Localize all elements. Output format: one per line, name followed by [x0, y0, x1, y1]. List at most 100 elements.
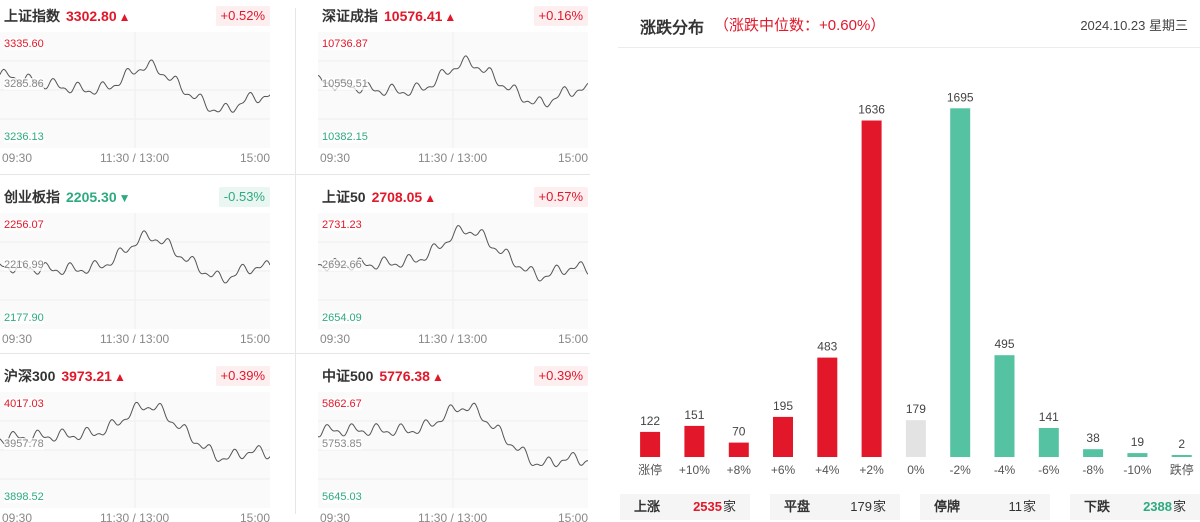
- chart-prev-close-label: 2216.99: [4, 259, 44, 271]
- distribution-bar[interactable]: [950, 108, 971, 458]
- index-card-csi300[interactable]: 沪深300 3973.21 ▲ +0.39% 4017.03 3957.78 389…: [0, 360, 270, 522]
- chart-prev-close-label: 3285.86: [4, 78, 44, 90]
- time-label-open: 09:30: [2, 511, 33, 522]
- time-label-open: 09:30: [2, 332, 33, 346]
- distribution-bar[interactable]: [994, 355, 1015, 457]
- intraday-price-line: [318, 224, 588, 282]
- bar-value-label: 179: [906, 402, 926, 416]
- summary-unit: 家: [1172, 499, 1186, 514]
- index-change-badge: +0.16%: [533, 6, 588, 26]
- chart-high-label: 2731.23: [322, 219, 362, 231]
- index-price: 5776.38: [379, 368, 430, 384]
- bar-value-label: 141: [1039, 410, 1059, 424]
- distribution-bar[interactable]: [773, 416, 793, 457]
- category-tick-label: 涨停: [638, 462, 662, 477]
- distribution-bar[interactable]: [640, 431, 661, 457]
- summary-falling: 下跌 2388 家: [1070, 494, 1200, 520]
- time-label-close: 15:00: [557, 332, 588, 346]
- bar-value-label: 2: [1178, 437, 1185, 451]
- distribution-bar[interactable]: [684, 425, 705, 457]
- rise-fall-distribution-panel: 涨跌分布 （涨跌中位数：+0.60%） 2024.10.23 星期三 122 涨停…: [618, 0, 1200, 522]
- bar-value-label: 483: [817, 340, 837, 354]
- summary-value: 2388: [1143, 499, 1172, 514]
- time-label-close: 15:00: [557, 511, 588, 522]
- distribution-bar[interactable]: [905, 420, 926, 457]
- index-name: 创业板指: [4, 189, 60, 205]
- index-card-shanghai-composite[interactable]: 上证指数 3302.80 ▲ +0.52% 3335.60 3285.86 3236…: [0, 0, 270, 170]
- summary-label: 下跌: [1084, 499, 1111, 514]
- index-name: 深证成指: [322, 8, 378, 24]
- bar-value-label: 1636: [858, 103, 885, 117]
- category-tick-label: +2%: [859, 463, 884, 477]
- time-label-midday: 11:30 / 13:00: [100, 511, 170, 522]
- index-name: 上证50: [322, 189, 366, 205]
- summary-unit: 家: [1022, 499, 1036, 514]
- up-arrow-icon: ▲: [113, 370, 126, 384]
- bar-value-label: 122: [640, 414, 660, 428]
- index-card-chinext[interactable]: 创业板指 2205.30 ▼ -0.53% 2256.07 2216.99 2177…: [0, 181, 270, 351]
- index-card-sse50[interactable]: 上证50 2708.05 ▲ +0.57% 2731.23 2692.66 2654…: [318, 181, 588, 351]
- distribution-bar[interactable]: [1038, 428, 1059, 457]
- time-label-midday: 11:30 / 13:00: [418, 332, 488, 346]
- time-label-midday: 11:30 / 13:00: [100, 332, 170, 346]
- chart-high-label: 2256.07: [4, 219, 44, 231]
- bar-value-label: 1695: [947, 90, 974, 104]
- category-tick-label: -6%: [1038, 463, 1060, 477]
- up-arrow-icon: ▲: [118, 10, 131, 24]
- chart-low-label: 2177.90: [4, 312, 44, 324]
- index-grid: 上证指数 3302.80 ▲ +0.52% 3335.60 3285.86 3236…: [0, 0, 590, 522]
- summary-label: 停牌: [934, 499, 961, 514]
- distribution-bar[interactable]: [1083, 449, 1104, 457]
- distribution-bar[interactable]: [1127, 453, 1148, 457]
- index-price: 10576.41: [384, 8, 443, 24]
- category-tick-label: -10%: [1123, 463, 1151, 477]
- distribution-bar[interactable]: [728, 442, 749, 457]
- time-label-midday: 11:30 / 13:00: [418, 511, 488, 522]
- category-tick-label: +4%: [815, 463, 840, 477]
- index-header: 沪深300 3973.21 ▲: [4, 366, 126, 386]
- chart-high-label: 3335.60: [4, 38, 44, 50]
- index-intraday-chart: [0, 392, 270, 508]
- index-change-badge: +0.52%: [215, 6, 270, 26]
- summary-value: 179: [850, 499, 872, 514]
- time-label-close: 15:00: [557, 151, 588, 165]
- chart-low-label: 5645.03: [322, 491, 362, 503]
- index-name: 沪深300: [4, 368, 56, 384]
- chart-low-label: 3236.13: [4, 131, 44, 143]
- category-tick-label: +8%: [727, 463, 752, 477]
- summary-unit: 家: [722, 499, 736, 514]
- index-header: 中证500 5776.38 ▲: [322, 366, 444, 386]
- intraday-price-line: [0, 401, 270, 463]
- index-card-shenzhen-component[interactable]: 深证成指 10576.41 ▲ +0.16% 10736.87 10559.51 1…: [318, 0, 588, 170]
- category-tick-label: +6%: [771, 463, 796, 477]
- distribution-bar[interactable]: [1171, 455, 1192, 457]
- index-price: 3973.21: [61, 368, 112, 384]
- summary-rising: 上涨 2535 家: [620, 494, 750, 520]
- index-header: 深证成指 10576.41 ▲: [322, 6, 456, 26]
- distribution-bar[interactable]: [817, 357, 838, 457]
- index-intraday-chart: [318, 32, 588, 148]
- index-name: 上证指数: [4, 8, 60, 24]
- index-card-csi500[interactable]: 中证500 5776.38 ▲ +0.39% 5862.67 5753.85 564…: [318, 360, 588, 522]
- distribution-bar[interactable]: [861, 120, 882, 458]
- chart-high-label: 4017.03: [4, 398, 44, 410]
- up-arrow-icon: ▲: [444, 10, 457, 24]
- bar-value-label: 195: [773, 399, 793, 413]
- category-tick-label: -2%: [950, 463, 972, 477]
- index-intraday-chart: [318, 213, 588, 329]
- index-price: 3302.80: [66, 8, 117, 24]
- time-label-close: 15:00: [239, 151, 270, 165]
- summary-label: 上涨: [634, 499, 661, 514]
- chart-low-label: 2654.09: [322, 312, 362, 324]
- bar-value-label: 38: [1086, 431, 1100, 445]
- down-arrow-icon: ▼: [118, 191, 131, 205]
- median-change-text: （涨跌中位数：+0.60%）: [714, 17, 886, 34]
- time-label-open: 09:30: [320, 511, 351, 522]
- index-intraday-chart: [0, 213, 270, 329]
- chart-prev-close-label: 5753.85: [322, 438, 362, 450]
- time-label-close: 15:00: [239, 332, 270, 346]
- bar-value-label: 151: [684, 408, 704, 422]
- index-change-badge: +0.39%: [215, 366, 270, 386]
- summary-value: 11: [1008, 499, 1023, 514]
